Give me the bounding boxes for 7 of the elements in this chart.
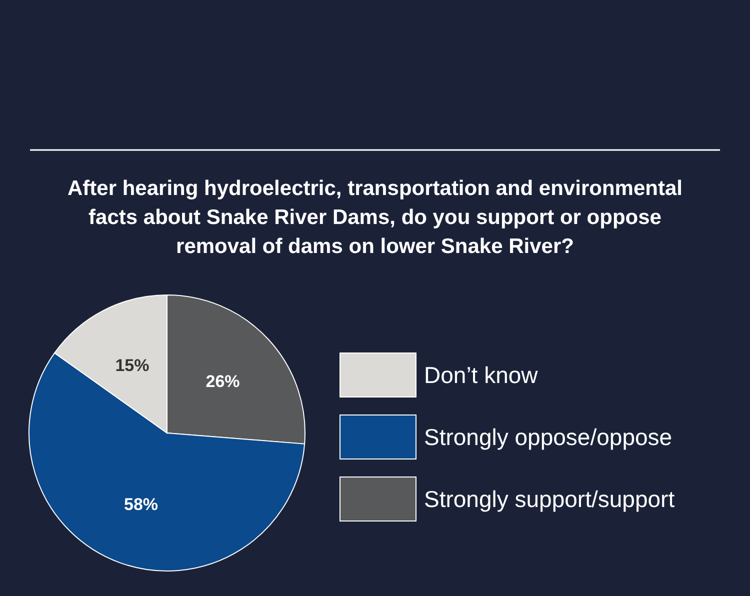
legend-label: Strongly support/support: [424, 486, 676, 512]
legend-label: Don’t know: [424, 362, 538, 388]
data-label: 58%: [124, 494, 158, 514]
legend-label: Strongly oppose/oppose: [424, 424, 672, 450]
chart-title: After hearing hydroelectric, transportation and environmental facts about Snake River Dams, do you support or oppose removal of dams on lower Snake River?: [68, 177, 682, 258]
data-label: 26%: [206, 372, 240, 391]
data-label: 15%: [115, 356, 150, 376]
